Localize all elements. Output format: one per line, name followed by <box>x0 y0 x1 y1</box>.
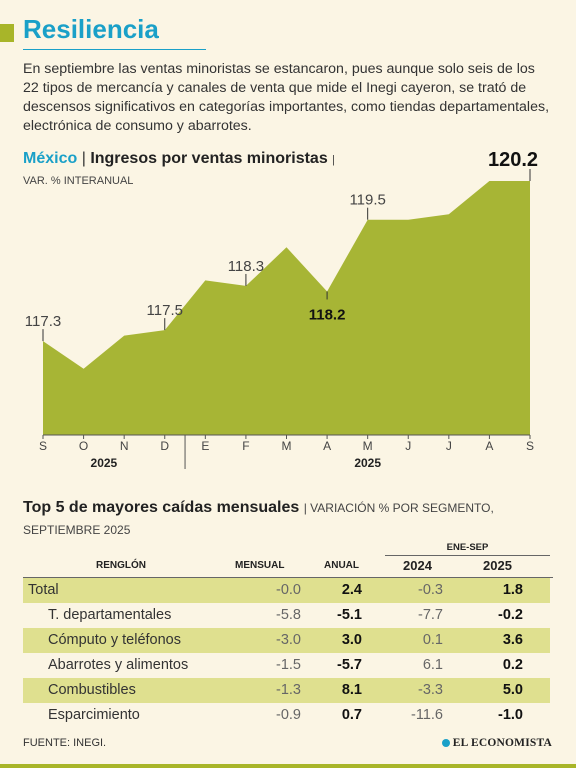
table-row: Esparcimiento -0.9 0.7 -11.6 -1.0 <box>23 703 550 728</box>
data-label: 117.3 <box>25 313 61 330</box>
header-mensual: MENSUAL <box>235 560 285 571</box>
x-tick-label: M <box>363 439 373 453</box>
data-label: 119.5 <box>349 192 385 209</box>
x-tick-label: A <box>323 439 331 453</box>
row-label: Cómputo y teléfonos <box>48 632 181 648</box>
x-tick-label: M <box>282 439 292 453</box>
area-series <box>43 181 530 435</box>
cell-2025: -0.2 <box>498 607 523 623</box>
cell-mensual: -0.0 <box>276 582 301 598</box>
cell-anual: -5.7 <box>337 657 362 673</box>
table-title: Top 5 de mayores caídas mensuales <box>23 499 300 516</box>
cell-2024: -3.3 <box>418 682 443 698</box>
table-row: T. departamentales -5.8 -5.1 -7.7 -0.2 <box>23 603 550 628</box>
cell-mensual: -0.9 <box>276 707 301 723</box>
x-tick-label: S <box>526 439 534 453</box>
page-title: Resiliencia <box>23 14 159 44</box>
data-label: 118.2 <box>309 306 346 323</box>
x-tick-label: E <box>201 439 209 453</box>
table-row: Cómputo y teléfonos -3.0 3.0 0.1 3.6 <box>23 628 550 653</box>
cell-mensual: -5.8 <box>276 607 301 623</box>
row-label: Combustibles <box>48 682 136 698</box>
title-underline <box>23 49 206 50</box>
data-label: 120.2 <box>488 149 538 171</box>
cell-2024: -7.7 <box>418 607 443 623</box>
cell-mensual: -3.0 <box>276 632 301 648</box>
year-label: 2025 <box>354 456 381 470</box>
cell-2024: 0.1 <box>422 632 443 648</box>
cell-anual: 3.0 <box>341 632 362 648</box>
row-label: Abarrotes y alimentos <box>48 657 189 673</box>
source-note: FUENTE: INEGI. <box>23 737 107 749</box>
cell-mensual: -1.5 <box>276 657 301 673</box>
x-tick-label: J <box>446 439 452 453</box>
header-2025: 2025 <box>483 558 512 573</box>
header-renglon: RENGLÓN <box>96 560 146 571</box>
table-row: Abarrotes y alimentos -1.5 -5.7 6.1 0.2 <box>23 653 550 678</box>
table-row: Combustibles -1.3 8.1 -3.3 5.0 <box>23 678 550 703</box>
year-label: 2025 <box>91 456 118 470</box>
intro-text: En septiembre las ventas minoristas se e… <box>23 61 550 134</box>
cell-anual: 0.7 <box>341 707 362 723</box>
area-chart: S O N D E F M A M J J A S 2025 2025 117.3 117.5 118.3 118.… <box>25 149 538 470</box>
x-tick-label: A <box>485 439 493 453</box>
cell-2025: 3.6 <box>502 632 523 648</box>
x-tick-label: O <box>79 439 88 453</box>
cell-2025: -1.0 <box>498 707 523 723</box>
row-label: T. departamentales <box>48 607 172 623</box>
cell-2024: 6.1 <box>422 657 443 673</box>
table-row: Total -0.0 2.4 -0.3 1.8 <box>23 578 550 603</box>
brand-dot-icon <box>441 739 450 748</box>
x-tick-label: N <box>120 439 129 453</box>
chart-country: México <box>23 150 78 167</box>
footer-rule <box>0 764 576 768</box>
cell-2024: -0.3 <box>418 582 443 598</box>
x-tick-label: F <box>242 439 249 453</box>
cell-anual: 2.4 <box>341 582 362 598</box>
row-label: Total <box>28 582 59 598</box>
accent-bar <box>0 24 14 42</box>
cell-anual: -5.1 <box>337 607 362 623</box>
chart-unit: | VAR. % INTERANUAL <box>23 154 336 187</box>
cell-anual: 8.1 <box>341 682 362 698</box>
header-2024: 2024 <box>403 558 432 573</box>
table-header-rule <box>23 577 553 578</box>
table-header: RENGLÓN MENSUAL ANUAL 2024 2025 <box>23 558 553 578</box>
table-subtitle: | VARIACIÓN % POR SEGMENTO, SEPTIEMBRE 2… <box>23 501 494 537</box>
cell-2025: 0.2 <box>502 657 523 673</box>
x-tick-label: D <box>160 439 169 453</box>
row-label: Esparcimiento <box>48 707 140 723</box>
cell-mensual: -1.3 <box>276 682 301 698</box>
chart-heading-separator: | <box>81 150 86 167</box>
brand-logo: EL ECONOMISTA <box>441 737 552 749</box>
cell-2024: -11.6 <box>411 707 443 723</box>
chart-title: Ingresos por ventas minoristas <box>90 150 328 167</box>
column-group-label: ENE-SEP <box>446 542 489 553</box>
x-tick-label: J <box>405 439 411 453</box>
data-label: 118.3 <box>228 258 264 275</box>
header-anual: ANUAL <box>324 560 359 571</box>
data-label: 117.5 <box>147 302 183 319</box>
column-group-rule <box>385 555 550 556</box>
chart-heading: México | Ingresos por ventas minoristas … <box>23 149 353 191</box>
cell-2025: 5.0 <box>502 682 523 698</box>
x-tick-label: S <box>39 439 47 453</box>
cell-2025: 1.8 <box>502 582 523 598</box>
brand-name: EL ECONOMISTA <box>452 737 552 749</box>
table-heading: Top 5 de mayores caídas mensuales | VARI… <box>23 497 553 541</box>
